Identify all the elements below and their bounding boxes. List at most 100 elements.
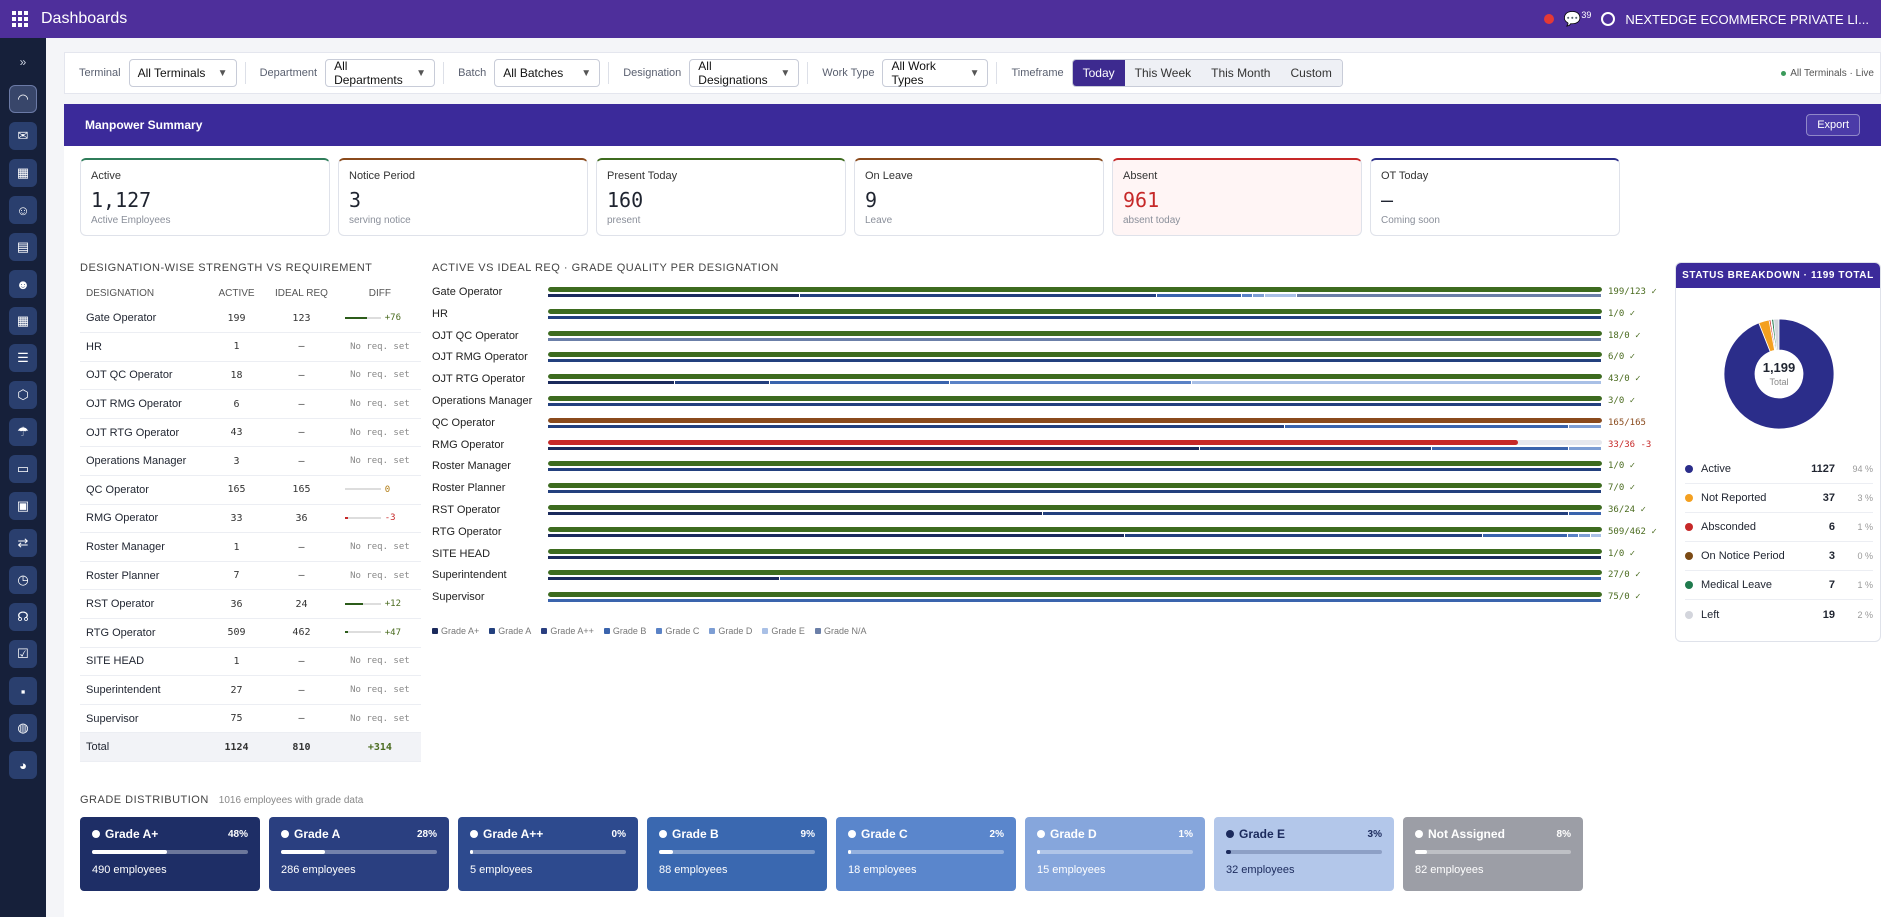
worktype-value: All Work Types xyxy=(891,59,936,87)
table-row[interactable]: HR 1— No req. set xyxy=(80,332,421,362)
diff-cell: No req. set xyxy=(338,561,421,591)
globe-icon[interactable]: ◍ xyxy=(9,714,37,742)
kpi-subtext: Active Employees xyxy=(91,215,171,226)
kpi-card: Present Today 160 present xyxy=(596,158,846,236)
donut-slice-active[interactable] xyxy=(1723,318,1835,430)
grade-quality-row[interactable]: QC Operator 165/165 xyxy=(432,417,1732,439)
timeframe-today[interactable]: Today xyxy=(1072,60,1125,86)
umbrella-icon[interactable]: ☂ xyxy=(9,418,37,446)
clock-icon[interactable]: ◷ xyxy=(9,566,37,594)
profile-icon[interactable]: ▪ xyxy=(9,677,37,705)
table-row[interactable]: RMG Operator 33 36 -3 xyxy=(80,504,421,534)
grade-tile[interactable]: Grade A+ 48% 490 employees xyxy=(80,817,260,891)
timeframe-custom[interactable]: Custom xyxy=(1280,60,1342,86)
list-icon[interactable]: ☰ xyxy=(9,344,37,372)
shuffle-icon[interactable]: ⇄ xyxy=(9,529,37,557)
grade-quality-row[interactable]: RTG Operator 509/462 ✓ xyxy=(432,526,1732,548)
status-item[interactable]: On Notice Period 3 0 % xyxy=(1685,542,1873,571)
export-button[interactable]: Export xyxy=(1806,114,1860,136)
grade-quality-row[interactable]: Operations Manager 3/0 ✓ xyxy=(432,395,1732,417)
table-row[interactable]: OJT QC Operator 18— No req. set xyxy=(80,361,421,391)
batch-select[interactable]: All Batches ▼ xyxy=(494,59,601,87)
grade-quality-row[interactable]: Superintendent 27/0 ✓ xyxy=(432,569,1732,591)
active-count: 1 xyxy=(208,332,265,362)
report-icon[interactable]: ▣ xyxy=(9,492,37,520)
sidebar: » ◠ ✉ ▦ ☺ ▤ ☻ ▦ ☰ ⬡ ☂ ▭ ▣ ⇄ ◷ ☊ ☑ ▪ ◍ ◕ xyxy=(0,38,46,917)
team-icon[interactable]: ☺ xyxy=(9,196,37,224)
grade-tile[interactable]: Grade D 1% 15 employees xyxy=(1025,817,1205,891)
grade-tile[interactable]: Grade B 9% 88 employees xyxy=(647,817,827,891)
chat-icon[interactable]: 💬39 xyxy=(1563,10,1592,27)
grade-tile[interactable]: Grade A 28% 286 employees xyxy=(269,817,449,891)
headset-icon[interactable]: ☊ xyxy=(9,603,37,631)
grade-quality-row[interactable]: HR 1/0 ✓ xyxy=(432,308,1732,330)
table-row[interactable]: Superintendent 27— No req. set xyxy=(80,675,421,705)
grade-quality-row[interactable]: OJT RTG Operator 43/0 ✓ xyxy=(432,373,1732,395)
user-group-icon[interactable]: ☻ xyxy=(9,270,37,298)
legend-label: Grade A xyxy=(498,626,532,636)
diff-value: No req. set xyxy=(350,341,410,352)
grade-quality-row[interactable]: SITE HEAD 1/0 ✓ xyxy=(432,548,1732,570)
divider xyxy=(807,62,809,84)
table-row[interactable]: Supervisor 75— No req. set xyxy=(80,704,421,734)
grade-quality-row[interactable]: Gate Operator 199/123 ✓ xyxy=(432,286,1732,308)
timeframe-this-week[interactable]: This Week xyxy=(1124,60,1202,86)
clock-icon[interactable] xyxy=(1601,12,1616,26)
terminal-select[interactable]: All Terminals ▼ xyxy=(128,59,237,87)
grade-tile[interactable]: Grade E 3% 32 employees xyxy=(1214,817,1394,891)
status-item[interactable]: Medical Leave 7 1 % xyxy=(1685,571,1873,600)
table-row[interactable]: QC Operator 165 165 0 xyxy=(80,475,421,505)
checklist-icon[interactable]: ☑ xyxy=(9,640,37,668)
grade-quality-row[interactable]: RMG Operator 33/36 -3 xyxy=(432,439,1732,461)
sidebar-toggle-icon[interactable]: » xyxy=(19,55,27,69)
calendar-icon[interactable]: ▦ xyxy=(9,307,37,335)
grade-quality-row[interactable]: Roster Manager 1/0 ✓ xyxy=(432,460,1732,482)
grade-segment xyxy=(770,381,949,385)
table-row[interactable]: RST Operator 36 24 +12 xyxy=(80,589,421,620)
record-indicator-icon[interactable] xyxy=(1543,14,1554,24)
box-icon[interactable]: ⬡ xyxy=(9,381,37,409)
active-count: 199 xyxy=(208,304,265,334)
mail-icon[interactable]: ✉ xyxy=(9,122,37,150)
apps-grid-icon[interactable] xyxy=(12,11,28,27)
table-row[interactable]: SITE HEAD 1— No req. set xyxy=(80,647,421,677)
id-card-icon[interactable]: ▭ xyxy=(9,455,37,483)
active-vs-req-fill xyxy=(548,417,1602,423)
grade-row-value: 18/0 ✓ xyxy=(1608,330,1641,341)
grade-tile[interactable]: Not Assigned 8% 82 employees xyxy=(1403,817,1583,891)
status-item[interactable]: Not Reported 37 3 % xyxy=(1685,484,1873,513)
grade-quality-row[interactable]: Roster Planner 7/0 ✓ xyxy=(432,482,1732,504)
worktype-select[interactable]: All Work Types ▼ xyxy=(882,59,989,87)
table-row[interactable]: OJT RMG Operator 6— No req. set xyxy=(80,389,421,419)
divider xyxy=(443,62,445,84)
status-item[interactable]: Left 19 2 % xyxy=(1685,600,1873,629)
designation-select[interactable]: All Designations ▼ xyxy=(689,59,800,87)
active-vs-req-fill xyxy=(548,287,1602,292)
grade-progress-bar xyxy=(848,850,1004,854)
table-row[interactable]: Roster Planner 7— No req. set xyxy=(80,561,421,591)
calendar-grid-icon[interactable]: ▦ xyxy=(9,159,37,187)
dashboard-icon[interactable]: ◠ xyxy=(9,85,37,113)
grade-progress-fill xyxy=(281,850,325,854)
timeframe-this-month[interactable]: This Month xyxy=(1201,60,1281,86)
table-row[interactable]: Gate Operator 199 123 +76 xyxy=(80,304,421,334)
diff-cell: No req. set xyxy=(338,332,421,362)
table-row[interactable]: Operations Manager 3— No req. set xyxy=(80,446,421,477)
document-icon[interactable]: ▤ xyxy=(9,233,37,261)
grade-tile[interactable]: Grade A++ 0% 5 employees xyxy=(458,817,638,891)
grade-quality-row[interactable]: Supervisor 75/0 ✓ xyxy=(432,591,1732,613)
status-item[interactable]: Absconded 6 1 % xyxy=(1685,513,1873,542)
grade-quality-row[interactable]: OJT RMG Operator 6/0 ✓ xyxy=(432,351,1732,373)
status-item[interactable]: Active 1127 94 % xyxy=(1685,455,1873,484)
table-row[interactable]: OJT RTG Operator 43— No req. set xyxy=(80,418,421,448)
department-select[interactable]: All Departments ▼ xyxy=(325,59,436,87)
table-row[interactable]: Roster Manager 1— No req. set xyxy=(80,532,421,562)
grade-quality-row[interactable]: OJT QC Operator 18/0 ✓ xyxy=(432,330,1732,352)
table-row[interactable]: RTG Operator 509 462 +47 xyxy=(80,618,421,648)
grade-tile[interactable]: Grade C 2% 18 employees xyxy=(836,817,1016,891)
active-vs-req-fill xyxy=(548,592,1602,598)
pie-icon[interactable]: ◕ xyxy=(9,751,37,779)
grade-quality-row[interactable]: RST Operator 36/24 ✓ xyxy=(432,504,1732,526)
company-name[interactable]: NEXTEDGE ECOMMERCE PRIVATE LI... xyxy=(1625,11,1869,27)
grade-tile-header: Grade D 1% xyxy=(1037,827,1193,841)
